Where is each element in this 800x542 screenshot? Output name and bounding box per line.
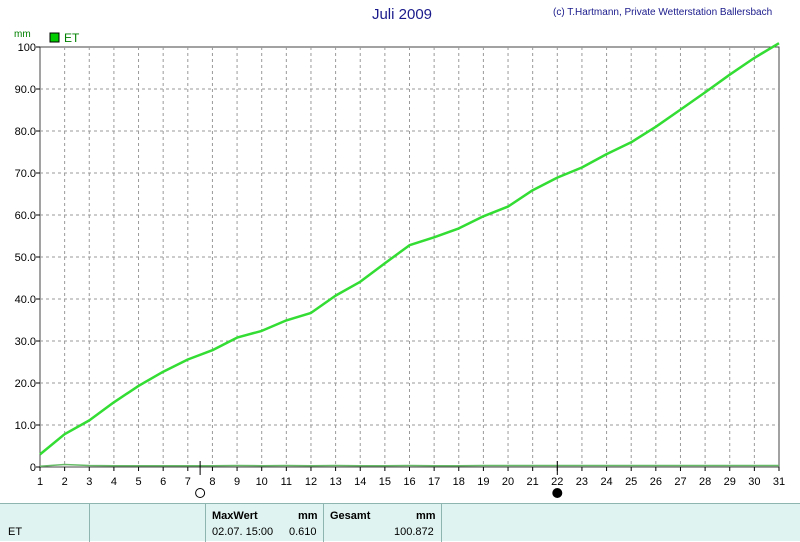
x-tick-label: 18 <box>453 476 465 488</box>
y-tick-label: 60.0 <box>15 210 36 222</box>
footer-series-label: ET <box>8 526 23 538</box>
footer-maxwert-cell: MaxWert mm 02.07. 15:00 0.610 <box>206 504 324 542</box>
x-tick-label: 12 <box>305 476 317 488</box>
footer-empty-cell <box>90 504 206 542</box>
x-tick-label: 8 <box>209 476 215 488</box>
maxwert-unit: mm <box>298 510 318 522</box>
x-tick-label: 13 <box>329 476 341 488</box>
series-layer <box>39 42 780 467</box>
footer-series-cell: ET <box>0 504 90 542</box>
gesamt-unit: mm <box>416 510 436 522</box>
y-tick-label: 80.0 <box>15 126 36 138</box>
x-tick-label: 17 <box>428 476 440 488</box>
x-tick-label: 25 <box>625 476 637 488</box>
y-tick-label: 30.0 <box>15 336 36 348</box>
x-tick-label: 9 <box>234 476 240 488</box>
chart: Juli 2009 (c) T.Hartmann, Private Wetter… <box>14 6 785 498</box>
x-tick-label: 31 <box>773 476 785 488</box>
x-tick-label: 14 <box>354 476 366 488</box>
y-axis: 0 10.0 20.0 30.0 40.0 50.0 60.0 70.0 80.0 90.0 100 <box>15 42 40 474</box>
x-axis: 1 2 3 4 5 6 7 8 9 10 11 12 13 14 15 16 17 18 19 20 21 22 23 24 2… <box>37 467 785 488</box>
maxwert-value: 0.610 <box>289 526 317 538</box>
x-tick-label: 4 <box>111 476 117 488</box>
y-tick-label: 70.0 <box>15 168 36 180</box>
x-tick-label: 30 <box>748 476 760 488</box>
grid <box>40 47 779 467</box>
y-tick-label: 10.0 <box>15 420 36 432</box>
x-tick-label: 6 <box>160 476 166 488</box>
new-moon-marker <box>195 488 206 498</box>
y-tick-label: 100 <box>18 42 36 54</box>
x-tick-label: 26 <box>650 476 662 488</box>
y-tick-label: 20.0 <box>15 378 36 390</box>
x-tick-label: 21 <box>527 476 539 488</box>
legend-swatch <box>49 32 60 43</box>
x-tick-label: 22 <box>551 476 563 488</box>
x-tick-label: 1 <box>37 476 43 488</box>
x-tick-label: 3 <box>86 476 92 488</box>
x-tick-label: 5 <box>135 476 141 488</box>
summary-footer: ET MaxWert mm 02.07. 15:00 0.610 Gesamt … <box>0 503 800 542</box>
maxwert-datetime: 02.07. 15:00 <box>212 526 274 538</box>
y-axis-unit: mm <box>14 29 31 40</box>
marker-layer <box>195 461 563 498</box>
x-tick-label: 24 <box>600 476 612 488</box>
y-tick-label: 0 <box>30 462 36 474</box>
series-line-et-daily <box>39 463 779 467</box>
y-tick-label: 40.0 <box>15 294 36 306</box>
x-tick-label: 2 <box>62 476 68 488</box>
x-tick-label: 7 <box>185 476 191 488</box>
x-tick-label: 11 <box>281 476 292 488</box>
x-tick-label: 20 <box>502 476 514 488</box>
x-tick-label: 23 <box>576 476 588 488</box>
x-tick-label: 10 <box>256 476 268 488</box>
series-line-et <box>39 42 780 456</box>
y-tick-label: 90.0 <box>15 84 36 96</box>
x-tick-label: 28 <box>699 476 711 488</box>
gesamt-value: 100.872 <box>394 526 434 538</box>
x-tick-label: 29 <box>724 476 736 488</box>
gesamt-label: Gesamt <box>330 510 371 522</box>
maxwert-label: MaxWert <box>212 510 258 522</box>
chart-title: Juli 2009 <box>372 6 432 23</box>
legend-label[interactable]: ET <box>64 31 80 45</box>
full-moon-marker <box>552 488 563 498</box>
x-tick-label: 27 <box>674 476 686 488</box>
y-tick-label: 50.0 <box>15 252 36 264</box>
credit-text: (c) T.Hartmann, Private Wetterstation Ba… <box>553 7 772 18</box>
footer-gesamt-cell: Gesamt mm 100.872 <box>324 504 442 542</box>
x-tick-label: 19 <box>477 476 489 488</box>
x-tick-label: 15 <box>379 476 391 488</box>
x-tick-label: 16 <box>403 476 415 488</box>
